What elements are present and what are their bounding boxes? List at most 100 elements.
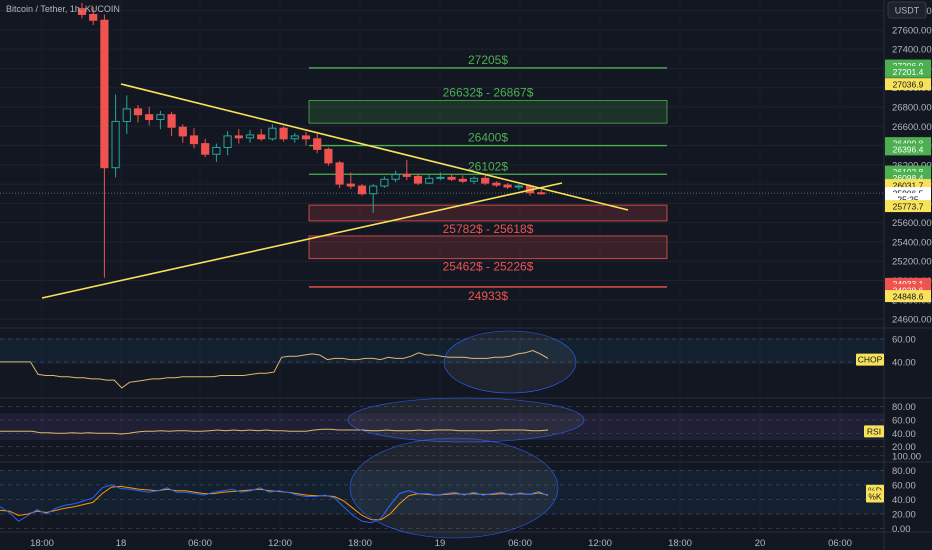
candle bbox=[436, 172, 445, 181]
time-tick-label: 18:00 bbox=[30, 538, 54, 549]
candle bbox=[245, 130, 255, 143]
price-tag: 27201.4 bbox=[885, 65, 931, 78]
candle bbox=[268, 124, 277, 141]
candle-body bbox=[77, 8, 87, 15]
price-tag-text: 25773.7 bbox=[893, 201, 924, 211]
candle bbox=[458, 175, 467, 184]
zone-label: 25462$ - 25226$ bbox=[443, 260, 534, 274]
price-tag-box bbox=[885, 78, 931, 91]
indicator-band bbox=[0, 337, 884, 365]
candle bbox=[178, 124, 187, 143]
candle-body bbox=[89, 13, 98, 21]
indicator-tick-label: 0.00 bbox=[892, 524, 911, 535]
candle bbox=[212, 143, 221, 162]
candle bbox=[391, 170, 400, 183]
indicator-tick-label: 40.00 bbox=[892, 429, 916, 440]
candle-body bbox=[279, 127, 288, 140]
price-tag-text: 26098.4 bbox=[893, 173, 924, 183]
candle-body bbox=[212, 146, 221, 155]
candle-body bbox=[133, 108, 143, 116]
candle-body bbox=[380, 178, 389, 187]
zone-label: 25782$ - 25618$ bbox=[443, 222, 534, 236]
candle-body bbox=[324, 148, 333, 164]
currency-label: USDT bbox=[895, 6, 920, 16]
candle-body bbox=[514, 185, 523, 188]
candle-body bbox=[481, 177, 490, 184]
time-tick-label: 20 bbox=[755, 538, 766, 549]
candle bbox=[413, 173, 423, 186]
candle bbox=[335, 160, 344, 188]
candle bbox=[201, 138, 210, 158]
candle bbox=[145, 106, 154, 126]
candle-body bbox=[145, 114, 154, 121]
candle-body bbox=[257, 134, 266, 140]
candle-body bbox=[156, 114, 165, 121]
time-tick-label: 18 bbox=[116, 538, 127, 549]
candle-body bbox=[301, 135, 311, 140]
candle-body bbox=[313, 138, 322, 150]
indicator-tag-box bbox=[864, 425, 884, 438]
candle-body bbox=[413, 175, 423, 184]
candle bbox=[122, 95, 131, 134]
chart-header: Bitcoin / Tether, 1h, KUCOIN bbox=[6, 4, 120, 14]
zone-box bbox=[308, 235, 668, 260]
level-label: 24933$ bbox=[468, 289, 508, 303]
indicator-tick-label: 80.00 bbox=[892, 466, 916, 477]
price-tag-box bbox=[885, 290, 931, 303]
candle-body bbox=[290, 135, 299, 140]
candle-body bbox=[369, 185, 378, 195]
candle bbox=[257, 129, 266, 141]
candle-body bbox=[469, 177, 479, 182]
indicator-tick-label: 100.00 bbox=[892, 451, 921, 462]
candle bbox=[111, 94, 120, 178]
candle-body bbox=[167, 114, 176, 128]
candle bbox=[189, 128, 199, 149]
price-tick-label: 26600.00 bbox=[892, 122, 932, 133]
candle-body bbox=[391, 173, 400, 180]
highlight-circle bbox=[443, 330, 577, 394]
time-tick-label: 06:00 bbox=[508, 538, 532, 549]
indicator-tag-text: %K bbox=[868, 492, 882, 502]
price-tick-label: 27400.00 bbox=[892, 45, 932, 56]
time-tick-label: 18:00 bbox=[668, 538, 692, 549]
candle bbox=[447, 174, 456, 182]
price-tick-label: 25400.00 bbox=[892, 237, 932, 248]
candle bbox=[481, 175, 490, 186]
candle-body bbox=[100, 19, 109, 169]
price-tag-text: 24848.6 bbox=[893, 291, 924, 301]
indicator-tag: CHOP bbox=[856, 353, 884, 366]
candle-body bbox=[245, 134, 255, 139]
candle bbox=[369, 184, 378, 214]
price-tag: 27036.9 bbox=[885, 78, 931, 91]
indicator-tick-label: 20.00 bbox=[892, 442, 916, 453]
candle bbox=[514, 184, 523, 190]
price-tick-label: 26800.00 bbox=[892, 102, 932, 113]
candle bbox=[301, 132, 311, 146]
candle-body bbox=[402, 173, 411, 177]
level-label: 26400$ bbox=[468, 131, 508, 145]
candle-body bbox=[122, 108, 131, 122]
price-tick-label: 27600.00 bbox=[892, 25, 932, 36]
rsi-line bbox=[0, 428, 549, 435]
highlight-circle bbox=[349, 437, 559, 539]
candle bbox=[346, 172, 355, 189]
level-label: 26102$ bbox=[468, 159, 508, 173]
trendline-lower bbox=[41, 182, 563, 299]
time-tick-label: 19 bbox=[435, 538, 446, 549]
candle-body bbox=[503, 184, 512, 188]
price-tag-box bbox=[885, 143, 931, 156]
candle-body bbox=[189, 135, 199, 145]
indicator-tick-label: 60.00 bbox=[892, 416, 916, 427]
zone-box bbox=[308, 100, 668, 124]
indicator-tick-label: 80.00 bbox=[892, 402, 916, 413]
trendline-upper bbox=[120, 83, 629, 211]
price-tick-label: 25200.00 bbox=[892, 257, 932, 268]
candle-body bbox=[201, 143, 210, 155]
currency-button[interactable]: USDT bbox=[887, 1, 927, 19]
time-tick-label: 12:00 bbox=[268, 538, 292, 549]
candle bbox=[357, 184, 367, 196]
indicator-tick-label: 40.00 bbox=[892, 357, 916, 368]
price-tag: 26396.4 bbox=[885, 143, 931, 156]
candle-body bbox=[346, 183, 355, 187]
candle-body bbox=[447, 176, 456, 180]
